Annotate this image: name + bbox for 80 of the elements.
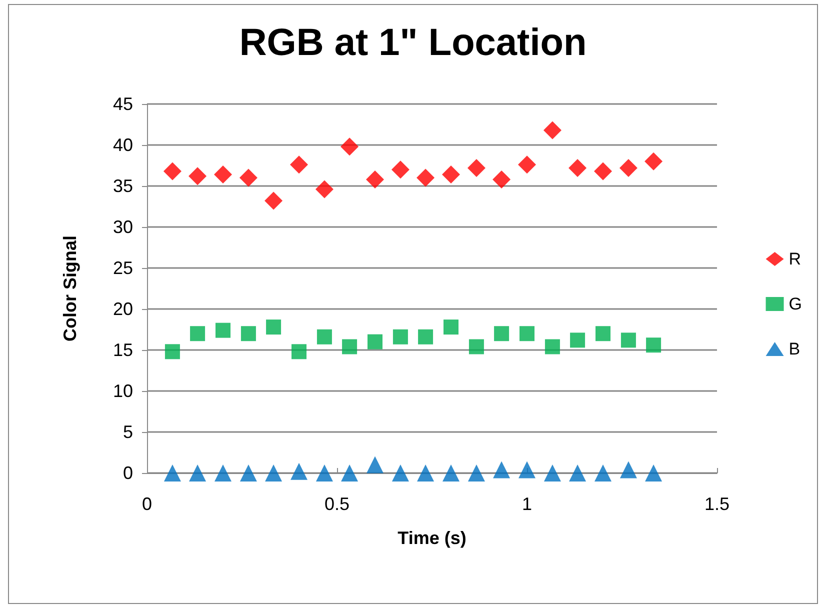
point bbox=[620, 332, 636, 348]
point bbox=[444, 320, 458, 335]
x-tick-label: 0 bbox=[142, 494, 152, 514]
point bbox=[417, 464, 434, 482]
y-tick-label: 0 bbox=[122, 463, 133, 483]
point bbox=[391, 160, 410, 179]
point bbox=[392, 464, 409, 482]
y-tick-label: 25 bbox=[112, 258, 133, 278]
point bbox=[214, 166, 232, 184]
point bbox=[368, 334, 382, 350]
point bbox=[163, 162, 182, 180]
point bbox=[468, 339, 484, 354]
point bbox=[644, 152, 663, 170]
point bbox=[315, 180, 334, 198]
point bbox=[292, 344, 306, 360]
point bbox=[467, 158, 486, 177]
y-tick-label: 5 bbox=[122, 422, 133, 442]
point bbox=[544, 464, 561, 482]
point bbox=[518, 156, 536, 174]
point bbox=[492, 170, 511, 188]
chart-title: RGB at 1" Location bbox=[239, 22, 587, 64]
y-axis-title: Color Signal bbox=[60, 235, 80, 342]
point bbox=[189, 464, 206, 482]
point bbox=[392, 329, 408, 344]
legend-label: B bbox=[788, 340, 800, 358]
legend-label: R bbox=[788, 250, 802, 268]
point bbox=[442, 464, 460, 482]
point bbox=[188, 167, 207, 186]
legend-label: G bbox=[788, 294, 802, 314]
y-tick-label: 35 bbox=[112, 176, 133, 196]
point bbox=[646, 338, 662, 353]
point bbox=[190, 326, 206, 342]
point bbox=[518, 461, 536, 478]
point bbox=[240, 326, 256, 342]
point bbox=[214, 464, 232, 482]
point bbox=[619, 158, 638, 177]
point bbox=[594, 464, 612, 482]
point bbox=[596, 326, 610, 342]
point bbox=[494, 326, 510, 342]
x-axis-title: Time (s) bbox=[398, 528, 466, 548]
y-tick-label: 10 bbox=[112, 381, 133, 401]
x-tick-label: 1 bbox=[522, 494, 532, 514]
point bbox=[316, 464, 333, 482]
point bbox=[216, 322, 230, 338]
point bbox=[239, 168, 258, 187]
y-tick-label: 20 bbox=[112, 299, 133, 319]
point bbox=[570, 332, 586, 348]
point bbox=[290, 462, 308, 480]
point bbox=[620, 461, 637, 478]
point bbox=[418, 329, 434, 344]
point bbox=[316, 329, 332, 344]
point bbox=[341, 464, 358, 482]
point bbox=[164, 344, 180, 360]
x-tick-label: 1.5 bbox=[704, 494, 730, 514]
point bbox=[264, 192, 283, 210]
y-tick-label: 45 bbox=[112, 94, 133, 114]
point bbox=[645, 464, 662, 482]
point bbox=[366, 456, 384, 474]
point bbox=[594, 162, 612, 180]
y-tick-label: 15 bbox=[112, 340, 133, 360]
point bbox=[568, 158, 587, 177]
point bbox=[416, 168, 435, 187]
point bbox=[442, 166, 460, 184]
y-tick-label: 40 bbox=[112, 135, 133, 155]
point bbox=[493, 461, 510, 478]
point bbox=[468, 464, 485, 482]
point bbox=[164, 464, 181, 482]
point bbox=[240, 464, 257, 482]
point bbox=[266, 320, 282, 335]
point bbox=[340, 138, 359, 156]
point bbox=[544, 339, 560, 354]
point bbox=[520, 326, 534, 342]
point bbox=[569, 464, 586, 482]
point bbox=[342, 339, 358, 354]
point bbox=[290, 156, 308, 174]
point bbox=[543, 121, 562, 140]
point bbox=[366, 170, 384, 188]
x-tick-label: 0.5 bbox=[324, 494, 350, 514]
point bbox=[265, 464, 282, 482]
y-tick-label: 30 bbox=[112, 217, 133, 237]
